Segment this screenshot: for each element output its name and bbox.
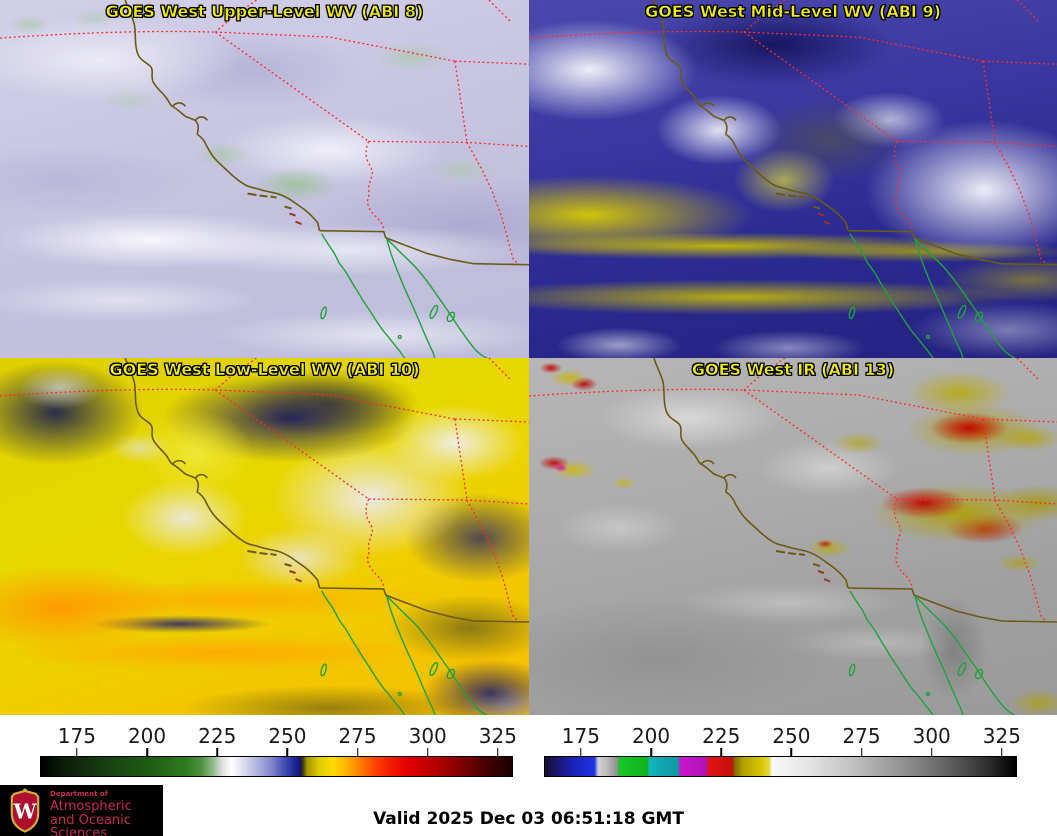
panel-title-low-wv: GOES West Low-Level WV (ABI 10)	[109, 360, 420, 380]
satellite-panel-upper-wv: GOES West Upper-Level WV (ABI 8)	[0, 0, 529, 358]
left-colorbar-tick-mark	[216, 748, 218, 756]
satellite-image-low-wv	[0, 358, 529, 715]
left-colorbar-tick-label: 175	[57, 724, 96, 748]
satellite-panel-mid-wv: GOES West Mid-Level WV (ABI 9)	[529, 0, 1057, 358]
right-colorbar-tick-label: 325	[982, 724, 1021, 748]
right-colorbar-tick-mark	[1001, 748, 1003, 756]
uw-crest-icon: W	[10, 788, 40, 833]
left-colorbar-tick-label: 275	[338, 724, 377, 748]
left-colorbar-tick-mark	[426, 748, 429, 756]
valid-timestamp: Valid 2025 Dec 03 06:51:18 GMT	[373, 809, 684, 829]
panel-title-mid-wv: GOES West Mid-Level WV (ABI 9)	[645, 2, 941, 22]
satellite-image-ir	[529, 358, 1057, 715]
uw-aos-logo: W Department of Atmospheric and Oceanic …	[0, 785, 163, 836]
right-colorbar-tick-mark	[860, 748, 863, 756]
left-colorbar-tick-mark	[146, 748, 148, 756]
satellite-panel-ir: GOES West IR (ABI 13)	[529, 358, 1057, 715]
right-colorbar-labels: 175 200 225 250 275 300 325	[544, 724, 1021, 748]
right-colorbar-tick-label: 250	[772, 724, 811, 748]
right-colorbar-tick-label: 275	[842, 724, 881, 748]
left-colorbar-tick-label: 300	[408, 724, 447, 748]
right-colorbar-bar	[544, 756, 1017, 777]
map-overlay	[0, 358, 529, 715]
right-colorbar-tick-label: 300	[912, 724, 951, 748]
left-colorbar: 175 200 225 250 275 300 325	[40, 724, 517, 779]
map-overlay	[529, 358, 1057, 715]
left-colorbar-tick-mark	[286, 748, 289, 756]
right-colorbar-tick-mark	[580, 748, 582, 756]
right-colorbar-tick-mark	[720, 748, 722, 756]
right-colorbar-tick-label: 175	[561, 724, 600, 748]
left-colorbar-tick-mark	[497, 748, 499, 756]
right-colorbar-tick-mark	[650, 748, 652, 756]
logo-line-1: Atmospheric	[50, 799, 132, 814]
satellite-image-mid-wv	[529, 0, 1057, 358]
left-colorbar-tick-label: 225	[198, 724, 237, 748]
panel-title-ir: GOES West IR (ABI 13)	[691, 360, 895, 380]
satellite-panel-low-wv: GOES West Low-Level WV (ABI 10)	[0, 358, 529, 715]
right-colorbar-tick-mark	[790, 748, 793, 756]
map-overlay	[529, 0, 1057, 358]
left-colorbar-ticks	[40, 748, 513, 756]
panel-title-upper-wv: GOES West Upper-Level WV (ABI 8)	[105, 2, 424, 22]
satellite-image-upper-wv	[0, 0, 529, 358]
left-colorbar-tick-label: 250	[268, 724, 307, 748]
right-colorbar-ticks	[544, 748, 1017, 756]
right-colorbar-tick-mark	[930, 748, 933, 756]
left-colorbar-tick-label: 325	[478, 724, 517, 748]
right-colorbar-tick-label: 225	[702, 724, 741, 748]
logo-text: Department of Atmospheric and Oceanic Sc…	[50, 791, 163, 836]
right-colorbar: 175 200 225 250 275 300 325	[544, 724, 1021, 779]
left-colorbar-tick-mark	[356, 748, 359, 756]
logo-line-2: and Oceanic Sciences	[50, 813, 131, 836]
left-colorbar-tick-mark	[76, 748, 78, 756]
right-colorbar-tick-label: 200	[631, 724, 671, 748]
logo-dept-small: Department of	[50, 790, 108, 798]
map-overlay	[0, 0, 529, 358]
left-colorbar-tick-label: 200	[127, 724, 167, 748]
crest-letter: W	[12, 799, 37, 823]
left-colorbar-bar	[40, 756, 513, 777]
left-colorbar-labels: 175 200 225 250 275 300 325	[40, 724, 517, 748]
